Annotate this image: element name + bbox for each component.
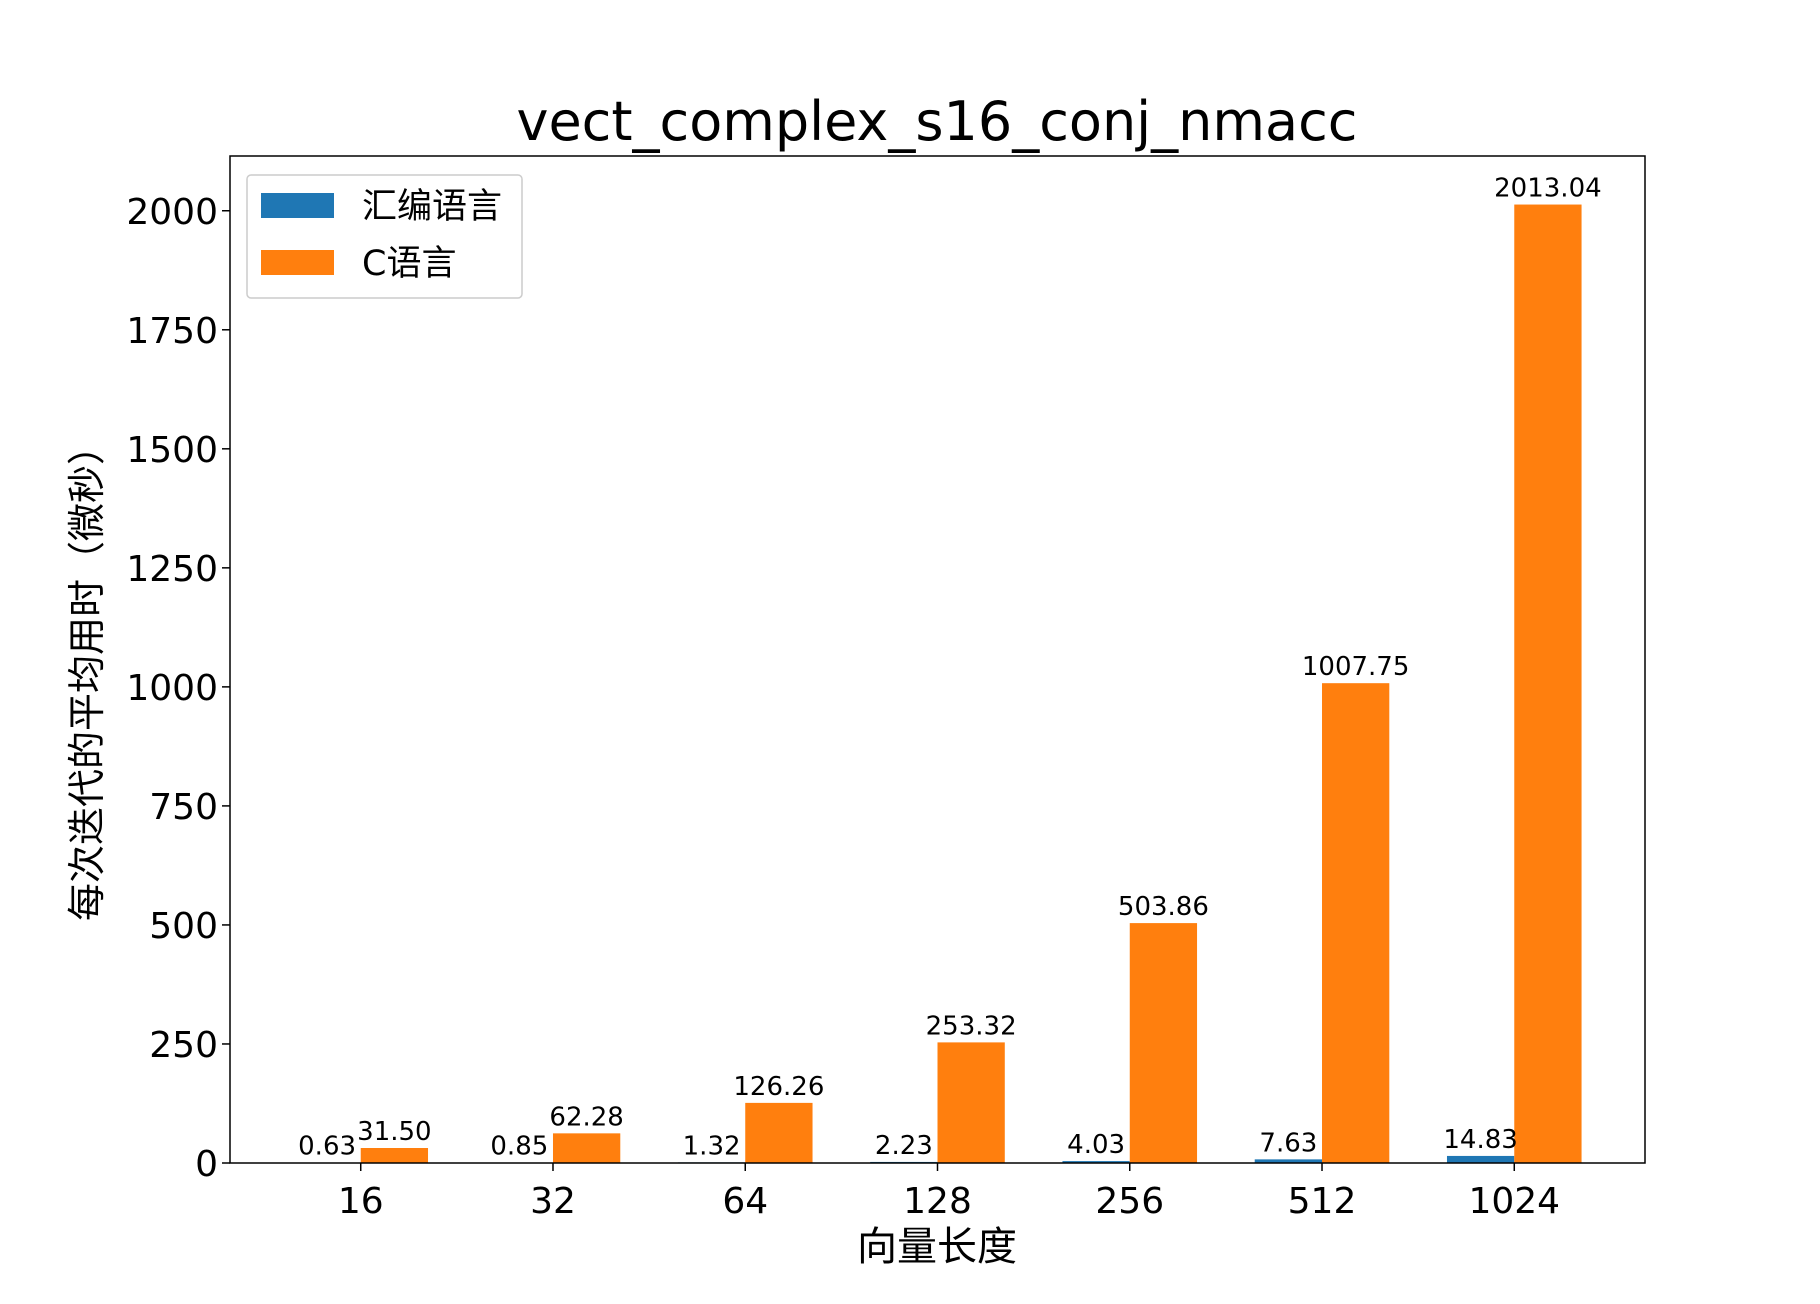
data-label: 503.86: [1118, 892, 1209, 922]
data-label: 1007.75: [1302, 652, 1410, 682]
data-label: 14.83: [1443, 1125, 1517, 1155]
data-label: 62.28: [549, 1102, 623, 1132]
y-tick-label: 2000: [126, 192, 218, 233]
data-label: 2.23: [875, 1131, 933, 1161]
y-tick-label: 250: [149, 1025, 218, 1066]
bar-c-64: [745, 1103, 812, 1163]
x-tick-label: 256: [1095, 1181, 1164, 1222]
x-tick-label: 64: [722, 1181, 768, 1222]
data-label: 0.63: [298, 1132, 356, 1162]
legend-label-asm: 汇编语言: [362, 187, 502, 227]
bar-c-512: [1322, 683, 1389, 1163]
data-label: 0.85: [490, 1132, 548, 1162]
data-label: 7.63: [1259, 1128, 1317, 1158]
legend: 汇编语言 C语言: [247, 175, 522, 298]
y-tick-label: 500: [149, 906, 218, 947]
chart-title: vect_complex_s16_conj_nmacc: [517, 90, 1358, 153]
y-tick-label: 0: [195, 1144, 218, 1185]
x-axis-label: 向量长度: [857, 1224, 1017, 1270]
y-tick-label: 1000: [126, 668, 218, 709]
bar-c-32: [553, 1133, 620, 1163]
bar-c-256: [1130, 923, 1197, 1163]
data-label: 4.03: [1067, 1130, 1125, 1160]
x-tick-label: 1024: [1468, 1181, 1560, 1222]
y-tick-label: 1750: [126, 311, 218, 352]
y-axis-label: 每次迭代的平均用时（微秒）: [65, 427, 109, 921]
data-label: 253.32: [926, 1011, 1017, 1041]
data-label: 31.50: [357, 1117, 431, 1147]
x-tick-label: 32: [530, 1181, 576, 1222]
x-tick-label: 512: [1288, 1181, 1357, 1222]
y-tick-label: 750: [149, 787, 218, 828]
x-tick-label: 16: [338, 1181, 384, 1222]
bar-c-128: [938, 1042, 1005, 1163]
legend-swatch-c: [261, 250, 334, 275]
legend-label-c: C语言: [362, 244, 456, 284]
data-label: 2013.04: [1494, 174, 1602, 204]
bar-c-1024: [1514, 205, 1581, 1163]
bar-c-16: [361, 1148, 428, 1163]
y-tick-label: 1250: [126, 549, 218, 590]
data-label: 1.32: [683, 1131, 741, 1161]
legend-swatch-asm: [261, 193, 334, 218]
y-tick-label: 1500: [126, 430, 218, 471]
bar-asm-1024: [1447, 1156, 1514, 1163]
x-tick-label: 128: [903, 1181, 972, 1222]
data-label: 126.26: [733, 1072, 824, 1102]
